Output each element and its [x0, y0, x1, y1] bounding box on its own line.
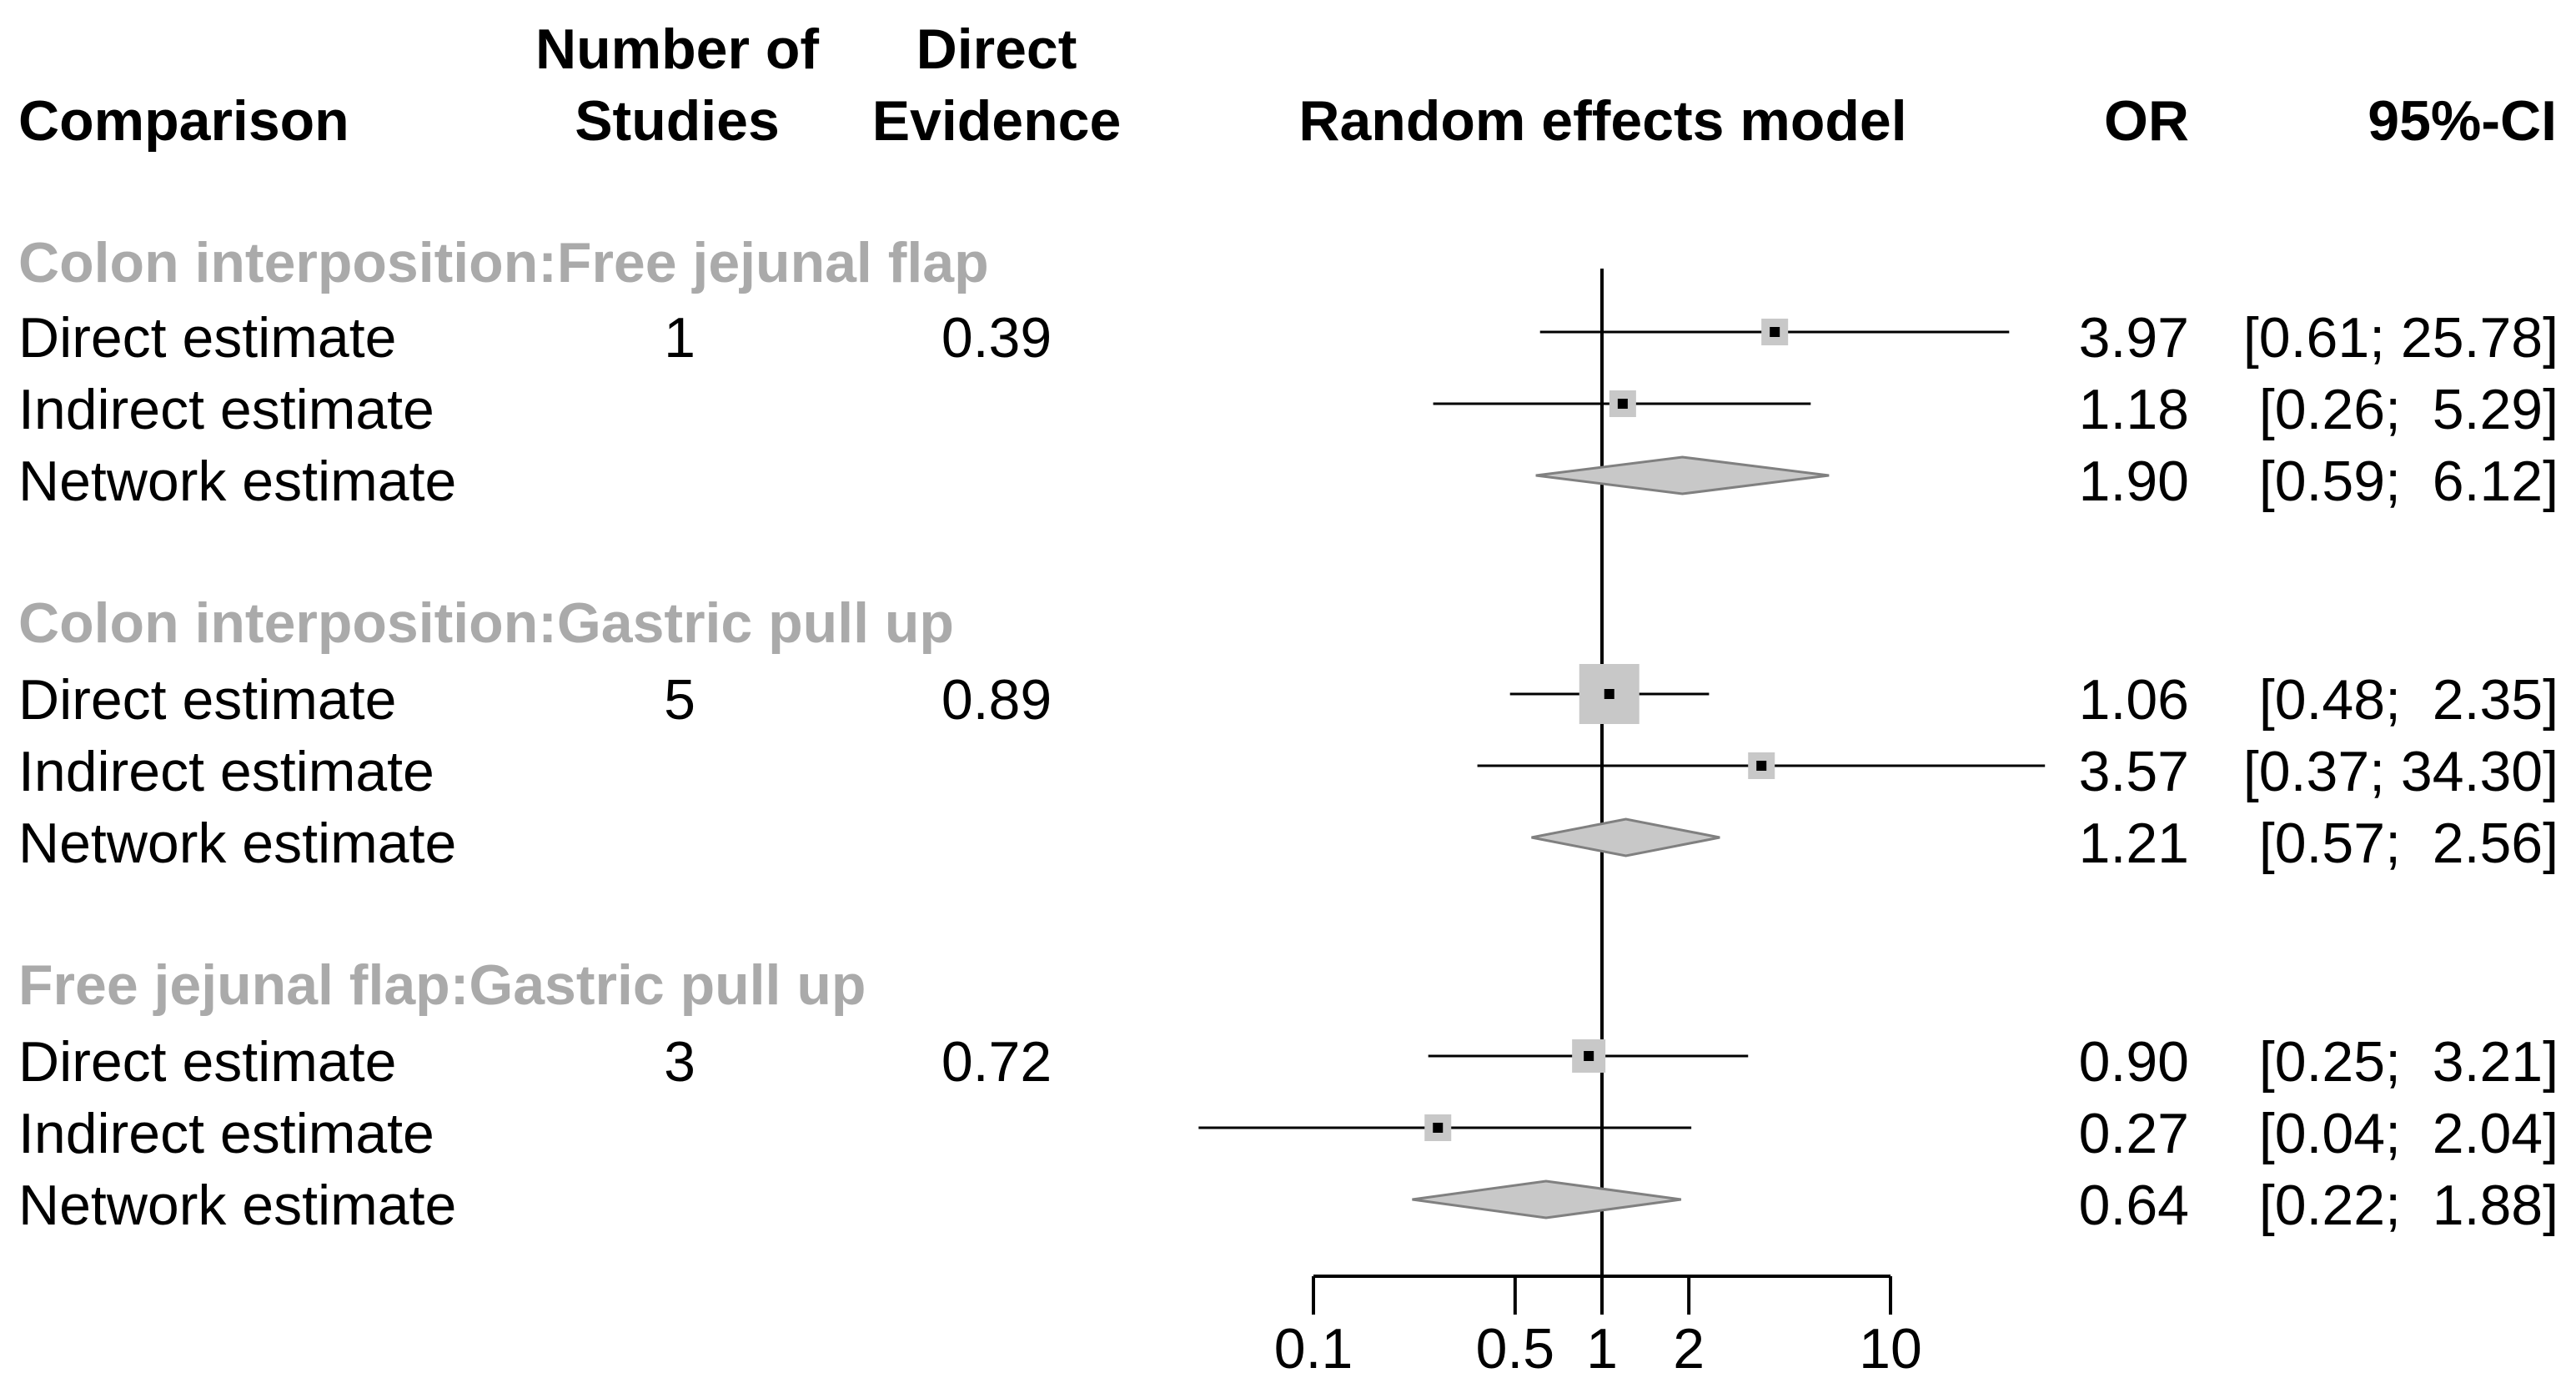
row-label: Network estimate [18, 812, 456, 875]
estimate-point [1433, 1123, 1444, 1133]
estimate-point [1756, 761, 1767, 771]
row-or: 0.64 [2079, 1174, 2189, 1237]
header-studies: Studies [575, 89, 780, 153]
plot-marks: 0.1 0.5 1 2 10 [1198, 269, 2046, 1380]
estimate-point [1770, 327, 1780, 337]
row-ci: [0.04; 2.04] [2259, 1102, 2558, 1165]
header-comparison: Comparison [18, 89, 349, 153]
header-number-of: Number of [535, 18, 819, 81]
group-label: Colon interposition:Gastric pull up [18, 591, 954, 655]
group-2: Colon interposition:Gastric pull up Dire… [18, 591, 2558, 875]
row-label: Indirect estimate [18, 1102, 434, 1165]
header-direct: Direct [916, 18, 1077, 81]
row-or: 0.27 [2079, 1102, 2189, 1165]
row-or: 3.97 [2079, 306, 2189, 370]
row-direct-evidence: 0.89 [942, 668, 1052, 732]
row-label: Network estimate [18, 450, 456, 513]
x-axis-tick-label: 1 [1586, 1317, 1618, 1380]
row-direct-evidence: 0.72 [942, 1030, 1052, 1094]
row-ci: [0.25; 3.21] [2259, 1030, 2558, 1094]
row-label: Direct estimate [18, 306, 396, 370]
row-label: Indirect estimate [18, 378, 434, 441]
group-label: Free jejunal flap:Gastric pull up [18, 953, 866, 1017]
estimate-point [1604, 689, 1614, 699]
row-studies: 5 [664, 668, 695, 732]
row-ci: [0.48; 2.35] [2259, 668, 2558, 732]
x-axis-tick-label: 10 [1859, 1317, 1922, 1380]
row-ci: [0.57; 2.56] [2259, 812, 2558, 875]
row-studies: 1 [664, 306, 695, 370]
network-diamond [1531, 817, 1720, 857]
row-ci: [0.59; 6.12] [2259, 450, 2558, 513]
row-direct-evidence: 0.39 [942, 306, 1052, 370]
row-ci: [0.61; 25.78] [2243, 306, 2558, 370]
header-row: Comparison Number of Studies Direct Evid… [18, 18, 2557, 153]
estimate-point [1584, 1051, 1594, 1061]
group-3: Free jejunal flap:Gastric pull up Direct… [18, 953, 2558, 1237]
header-ci: 95%-CI [2368, 89, 2557, 153]
x-axis-tick-label: 2 [1673, 1317, 1705, 1380]
x-axis-tick-label: 0.1 [1274, 1317, 1353, 1380]
row-studies: 3 [664, 1030, 695, 1094]
header-model: Random effects model [1298, 89, 1906, 153]
network-diamond [1535, 455, 1830, 495]
row-or: 0.90 [2079, 1030, 2189, 1094]
row-or: 1.06 [2079, 668, 2189, 732]
x-axis-tick-label: 0.5 [1476, 1317, 1555, 1380]
row-or: 3.57 [2079, 740, 2189, 803]
estimate-point [1617, 399, 1628, 409]
row-ci: [0.26; 5.29] [2259, 378, 2558, 441]
row-label: Direct estimate [18, 668, 396, 732]
row-label: Direct estimate [18, 1030, 396, 1094]
group-1: Colon interposition:Free jejunal flap Di… [18, 231, 2558, 513]
group-label: Colon interposition:Free jejunal flap [18, 231, 989, 294]
row-label: Indirect estimate [18, 740, 434, 803]
header-or: OR [2104, 89, 2189, 153]
row-or: 1.90 [2079, 450, 2189, 513]
row-or: 1.21 [2079, 812, 2189, 875]
row-ci: [0.37; 34.30] [2243, 740, 2558, 803]
row-ci: [0.22; 1.88] [2259, 1174, 2558, 1237]
header-evidence: Evidence [872, 89, 1122, 153]
network-diamond [1412, 1179, 1682, 1220]
row-label: Network estimate [18, 1174, 456, 1237]
row-or: 1.18 [2079, 378, 2189, 441]
